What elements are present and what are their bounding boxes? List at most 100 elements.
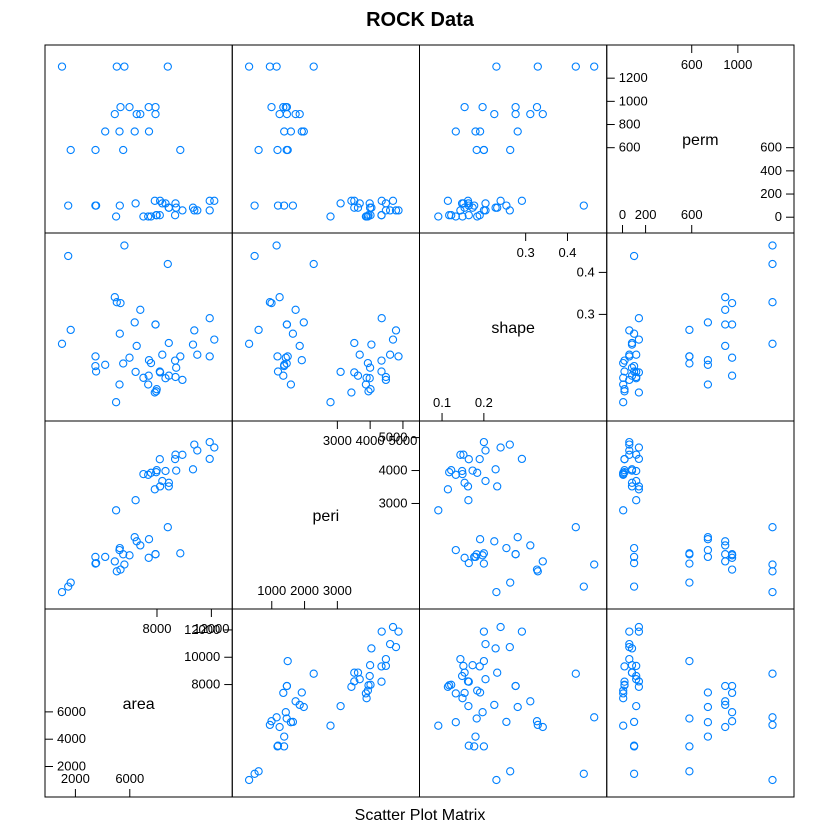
point [244, 775, 254, 785]
point [490, 537, 499, 546]
point [625, 450, 634, 459]
point [150, 196, 159, 205]
tick-label: 600 [619, 140, 641, 155]
tick-label: 600 [760, 140, 782, 155]
diagonal-perm: perm 0 200 600 600 1000 1200 1000 800 600 600 400 20… [606, 45, 794, 233]
tick-label: 1000 [723, 57, 752, 72]
point [144, 535, 154, 544]
point [279, 688, 288, 698]
point [727, 553, 737, 562]
point [475, 688, 485, 697]
panel-perm-vs-peri [231, 44, 420, 234]
point [170, 454, 180, 464]
point [275, 722, 284, 732]
point [377, 314, 386, 323]
point [481, 446, 490, 455]
outer-frame [44, 44, 795, 798]
point [490, 700, 499, 710]
point [468, 466, 477, 475]
point [634, 485, 644, 494]
point [394, 352, 403, 361]
point [727, 565, 737, 574]
point [120, 560, 129, 569]
tick-label: 5000 [379, 430, 408, 445]
point [190, 440, 199, 449]
point [625, 639, 634, 649]
point [110, 557, 119, 566]
point [350, 368, 359, 377]
variable-label-shape: shape [491, 320, 535, 337]
point [457, 466, 467, 476]
point [355, 199, 364, 208]
point [470, 742, 479, 751]
point [627, 466, 637, 475]
point [526, 697, 535, 706]
point [347, 388, 356, 397]
point [460, 203, 469, 212]
point [478, 551, 487, 560]
point [57, 587, 67, 597]
point [347, 196, 356, 205]
point [632, 661, 641, 671]
point [434, 721, 443, 730]
point [350, 196, 359, 205]
point [768, 567, 777, 576]
point [471, 732, 480, 741]
tick-label: 0.3 [517, 245, 535, 260]
point [620, 677, 629, 686]
point [620, 385, 629, 394]
point [190, 206, 199, 215]
point [479, 559, 489, 568]
point [532, 102, 542, 112]
point [463, 482, 473, 491]
point [634, 627, 644, 636]
point [66, 578, 75, 587]
point [478, 102, 487, 112]
point [768, 298, 777, 307]
point [125, 353, 134, 362]
point [273, 742, 282, 751]
point [685, 656, 694, 666]
point [111, 398, 121, 407]
point [115, 127, 124, 136]
point [625, 627, 634, 636]
point [279, 742, 289, 751]
point [279, 201, 289, 210]
point [350, 677, 359, 686]
point [282, 109, 292, 119]
point [460, 688, 469, 698]
point [721, 681, 730, 691]
point [136, 305, 145, 314]
point [205, 454, 214, 464]
point [464, 701, 473, 711]
point [685, 559, 694, 568]
point [445, 468, 454, 477]
variable-label-peri: peri [313, 508, 340, 525]
point [163, 259, 172, 269]
point [625, 352, 634, 361]
point [634, 677, 644, 686]
point [110, 109, 119, 119]
point [152, 211, 161, 220]
point [377, 677, 386, 686]
point [210, 443, 219, 452]
tick-label: 1000 [257, 583, 286, 598]
point [464, 558, 473, 568]
point [190, 326, 199, 335]
tick-label: 10000 [184, 649, 220, 664]
point [281, 353, 290, 362]
point [513, 127, 522, 136]
panel-points-area-vs-peri [244, 622, 403, 785]
point [119, 550, 128, 559]
point [57, 62, 67, 71]
point [272, 62, 281, 71]
point [625, 446, 634, 455]
point [377, 367, 386, 376]
point [283, 145, 292, 155]
point [632, 496, 641, 505]
point [111, 212, 121, 221]
point [634, 335, 644, 344]
point [620, 387, 629, 396]
point [205, 314, 214, 323]
point [460, 553, 469, 562]
